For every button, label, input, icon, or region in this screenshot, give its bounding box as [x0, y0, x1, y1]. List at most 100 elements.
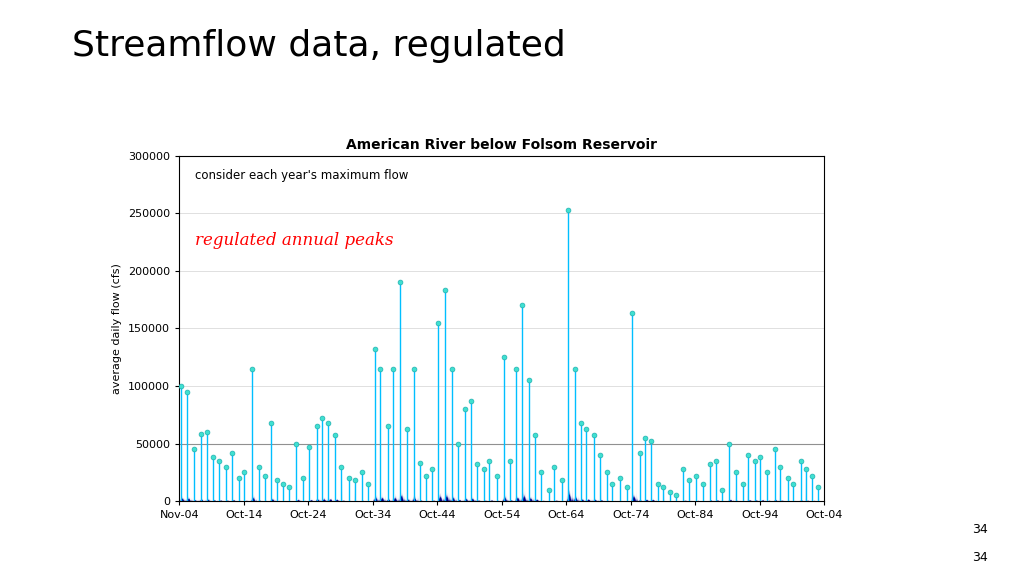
Point — [178, 387, 195, 396]
Point — [412, 458, 428, 468]
Point — [436, 286, 453, 295]
Point — [469, 460, 485, 469]
Point — [662, 487, 678, 497]
Point — [804, 471, 820, 480]
Point — [418, 471, 434, 480]
Point — [211, 456, 227, 465]
Text: 34: 34 — [973, 551, 988, 564]
Point — [701, 460, 718, 469]
Text: Streamflow data, regulated: Streamflow data, regulated — [72, 29, 565, 63]
Point — [295, 473, 311, 483]
Point — [553, 476, 569, 485]
Y-axis label: average daily flow (cfs): average daily flow (cfs) — [113, 263, 123, 394]
Point — [341, 473, 357, 483]
Point — [481, 456, 498, 465]
Point — [224, 448, 241, 457]
Point — [779, 473, 796, 483]
Point — [514, 301, 530, 310]
Point — [199, 427, 215, 437]
Point — [430, 318, 446, 327]
Point — [496, 353, 512, 362]
Point — [251, 462, 267, 471]
Point — [798, 464, 814, 473]
Point — [319, 418, 336, 427]
Point — [451, 439, 467, 448]
Point — [586, 431, 602, 440]
Point — [746, 456, 763, 465]
Point — [457, 404, 473, 414]
Point — [333, 462, 349, 471]
Point — [185, 445, 202, 454]
Point — [217, 462, 233, 471]
Point — [268, 476, 285, 485]
Point — [714, 485, 730, 494]
Point — [650, 479, 667, 488]
Point — [612, 473, 629, 483]
Point — [784, 479, 801, 488]
Point — [767, 445, 783, 454]
Point — [592, 450, 608, 460]
Point — [476, 464, 493, 473]
Point — [372, 364, 388, 373]
Point — [632, 448, 648, 457]
Point — [578, 424, 594, 433]
Point — [526, 431, 543, 440]
Point — [384, 364, 400, 373]
Point — [655, 483, 672, 492]
Point — [281, 483, 297, 492]
Point — [669, 491, 685, 500]
Point — [327, 431, 343, 440]
Point — [793, 456, 809, 465]
Point — [313, 414, 330, 423]
Point — [508, 364, 524, 373]
Text: regulated annual peaks: regulated annual peaks — [196, 232, 394, 249]
Point — [406, 364, 422, 373]
Point — [599, 468, 615, 477]
Point — [604, 479, 621, 488]
Point — [193, 430, 209, 439]
Point — [237, 468, 253, 477]
Point — [463, 396, 479, 406]
Point — [244, 364, 260, 373]
Point — [274, 479, 291, 488]
Point — [675, 464, 691, 473]
Point — [739, 450, 756, 460]
Point — [810, 483, 826, 492]
Point — [573, 418, 590, 427]
Point — [359, 479, 376, 488]
Point — [708, 456, 724, 465]
Point — [205, 453, 221, 462]
Point — [424, 464, 440, 473]
Point — [759, 468, 775, 477]
Point — [231, 473, 248, 483]
Point — [681, 476, 697, 485]
Point — [380, 422, 396, 431]
Point — [624, 309, 640, 318]
Point — [399, 424, 416, 433]
Point — [618, 483, 635, 492]
Title: American River below Folsom Reservoir: American River below Folsom Reservoir — [346, 138, 657, 151]
Text: consider each year's maximum flow: consider each year's maximum flow — [196, 169, 409, 183]
Point — [752, 453, 768, 462]
Point — [721, 439, 737, 448]
Point — [367, 344, 383, 354]
Point — [643, 437, 659, 446]
Point — [637, 433, 653, 442]
Point — [695, 479, 712, 488]
Point — [734, 479, 751, 488]
Point — [263, 418, 280, 427]
Point — [288, 439, 304, 448]
Point — [392, 278, 409, 287]
Point — [309, 422, 326, 431]
Point — [443, 364, 460, 373]
Point — [688, 471, 705, 480]
Point — [257, 471, 273, 480]
Point — [771, 462, 787, 471]
Point — [541, 485, 557, 494]
Point — [521, 376, 538, 385]
Point — [566, 364, 583, 373]
Point — [559, 205, 575, 214]
Point — [354, 468, 371, 477]
Point — [546, 462, 562, 471]
Point — [532, 468, 549, 477]
